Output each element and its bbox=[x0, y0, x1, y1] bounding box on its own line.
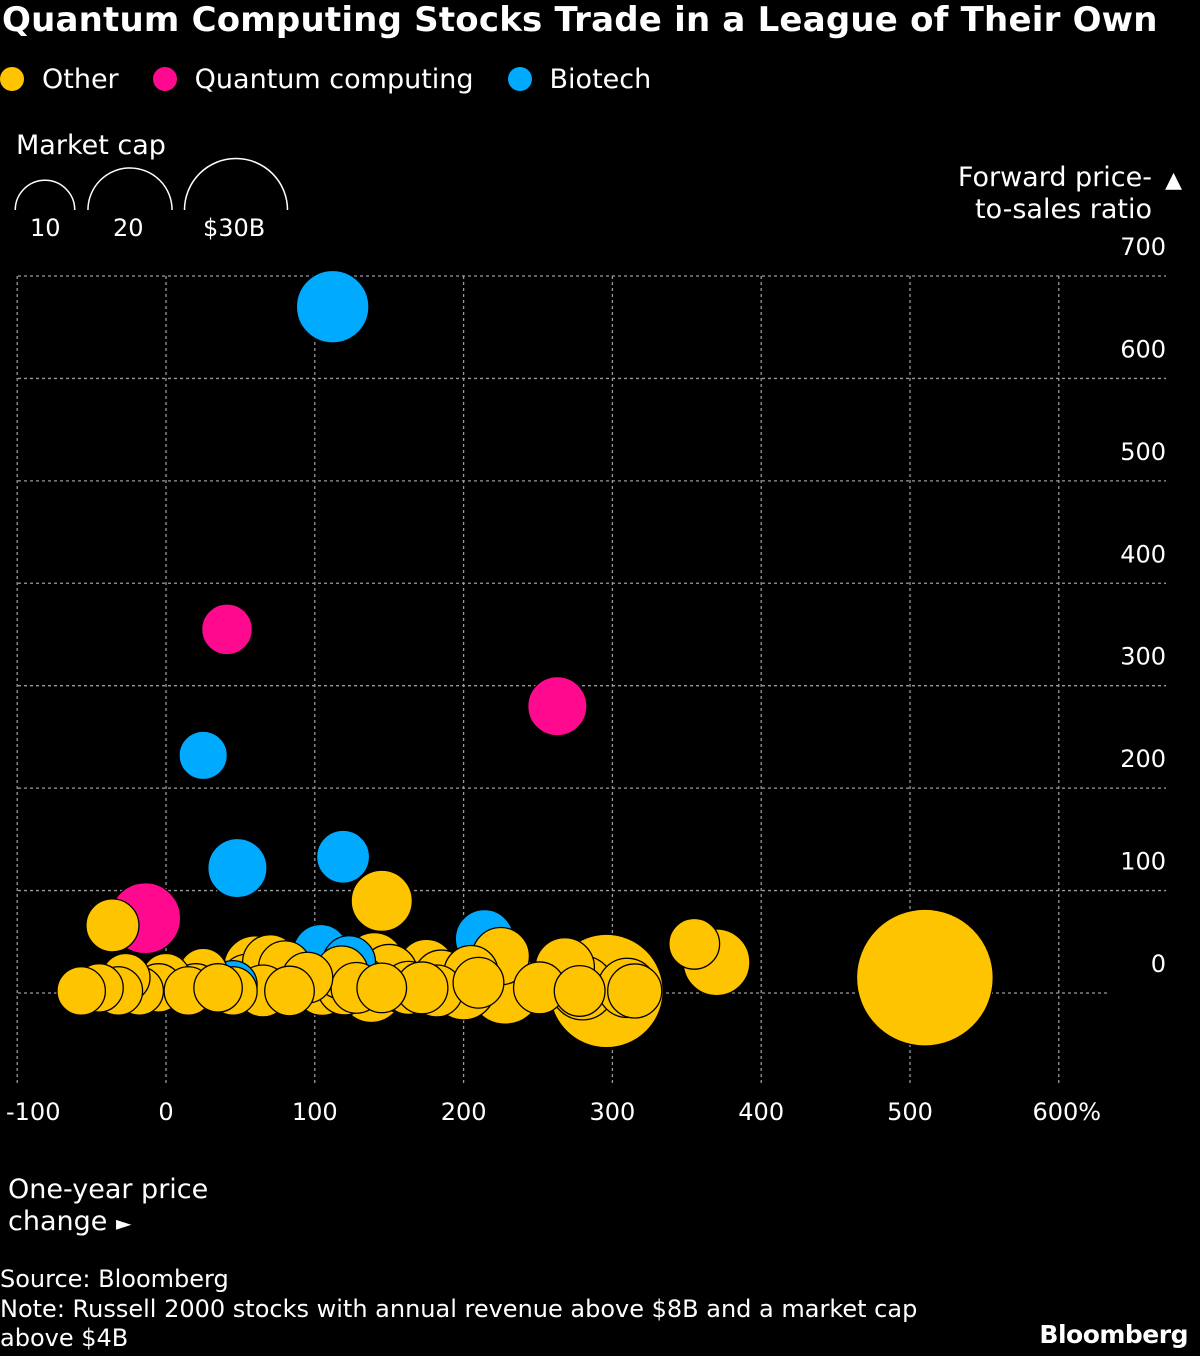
x-tick-label: 100 bbox=[292, 1098, 338, 1126]
bubble-biotech bbox=[315, 829, 371, 884]
bubble-other bbox=[264, 965, 315, 1017]
y-tick-label: 0 bbox=[1151, 950, 1166, 978]
y-tick-label: 500 bbox=[1120, 438, 1166, 466]
source-text: Source: Bloomberg bbox=[0, 1265, 229, 1293]
bubble-biotech bbox=[207, 837, 268, 899]
bubble-other bbox=[350, 869, 413, 933]
bubble-other bbox=[607, 963, 663, 1019]
x-tick-label: 400 bbox=[738, 1098, 784, 1126]
bubbles bbox=[56, 269, 994, 1049]
size-legend-arc bbox=[87, 167, 173, 211]
color-legend: Other Quantum computing Biotech bbox=[0, 62, 685, 96]
legend-item-quantum: Quantum computing bbox=[152, 63, 474, 95]
legend-item-other: Other bbox=[0, 64, 119, 95]
legend-item-biotech: Biotech bbox=[507, 63, 652, 95]
legend-dot-quantum bbox=[152, 67, 177, 91]
bubble-other bbox=[356, 962, 408, 1014]
bubble-biotech bbox=[178, 730, 229, 781]
size-legend-title: Market cap bbox=[16, 130, 166, 161]
y-tick-label: 100 bbox=[1120, 848, 1166, 876]
bubble-quantum-computing bbox=[200, 603, 254, 656]
x-tick-label: 600% bbox=[1032, 1098, 1101, 1126]
y-axis-title-line1: Forward price- bbox=[957, 162, 1152, 193]
legend-label-biotech: Biotech bbox=[549, 63, 652, 95]
size-legend-arc bbox=[183, 157, 289, 211]
x-tick-label: 0 bbox=[158, 1098, 173, 1126]
bubble-other bbox=[193, 963, 243, 1013]
x-tick-label: 200 bbox=[441, 1098, 487, 1126]
x-tick-label: 300 bbox=[589, 1098, 635, 1126]
x-axis-title-line1: One-year price bbox=[8, 1174, 209, 1205]
right-arrow-icon: ► bbox=[115, 1211, 132, 1235]
y-tick-label: 400 bbox=[1120, 540, 1166, 568]
y-tick-label: 700 bbox=[1120, 233, 1166, 261]
x-tick-label: -100 bbox=[6, 1098, 60, 1126]
bubble-biotech bbox=[295, 269, 370, 344]
y-tick-label: 300 bbox=[1120, 643, 1166, 671]
bubble-other bbox=[855, 908, 994, 1047]
x-tick-labels: -100 0 100 200 300 400 500 600% bbox=[6, 1098, 1101, 1126]
x-axis-title-line2: change bbox=[8, 1206, 108, 1237]
y-tick-label: 200 bbox=[1120, 745, 1166, 773]
bubble-other bbox=[553, 964, 606, 1017]
x-axis-title-line2-wrap: change ► bbox=[8, 1206, 208, 1239]
size-legend-label-30: $30B bbox=[203, 214, 266, 242]
legend-label-quantum: Quantum computing bbox=[194, 63, 474, 95]
bubble-quantum-computing bbox=[527, 675, 588, 737]
legend-dot-biotech bbox=[507, 67, 532, 91]
bloomberg-logo: Bloomberg bbox=[1039, 1320, 1188, 1349]
chart-title: Quantum Computing Stocks Trade in a Leag… bbox=[2, 0, 1158, 40]
up-arrow-icon: ▲ bbox=[1165, 168, 1182, 193]
size-legend-arcs bbox=[14, 157, 289, 211]
bubble-other bbox=[56, 966, 107, 1016]
x-axis-title: One-year price change ► bbox=[8, 1174, 208, 1239]
y-axis-title-line2: to-sales ratio bbox=[975, 194, 1152, 225]
note-text: Note: Russell 2000 stocks with annual re… bbox=[0, 1295, 918, 1352]
y-axis-title: Forward price- to-sales ratio bbox=[958, 162, 1152, 226]
legend-label-other: Other bbox=[42, 63, 119, 95]
y-tick-labels: 0 100 200 300 400 500 600 700 bbox=[1120, 233, 1166, 978]
y-tick-label: 600 bbox=[1120, 335, 1166, 363]
bubble-other bbox=[668, 917, 721, 970]
size-legend-arc bbox=[14, 179, 76, 211]
bubble-other bbox=[85, 898, 140, 953]
legend-dot-other bbox=[0, 67, 24, 91]
bubble-other bbox=[452, 956, 505, 1009]
x-tick-label: 500 bbox=[887, 1098, 933, 1126]
size-legend-label-10: 10 bbox=[30, 214, 61, 242]
size-legend-label-20: 20 bbox=[113, 214, 144, 242]
